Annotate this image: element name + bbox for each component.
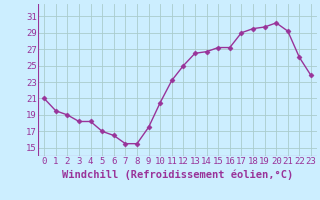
- X-axis label: Windchill (Refroidissement éolien,°C): Windchill (Refroidissement éolien,°C): [62, 169, 293, 180]
